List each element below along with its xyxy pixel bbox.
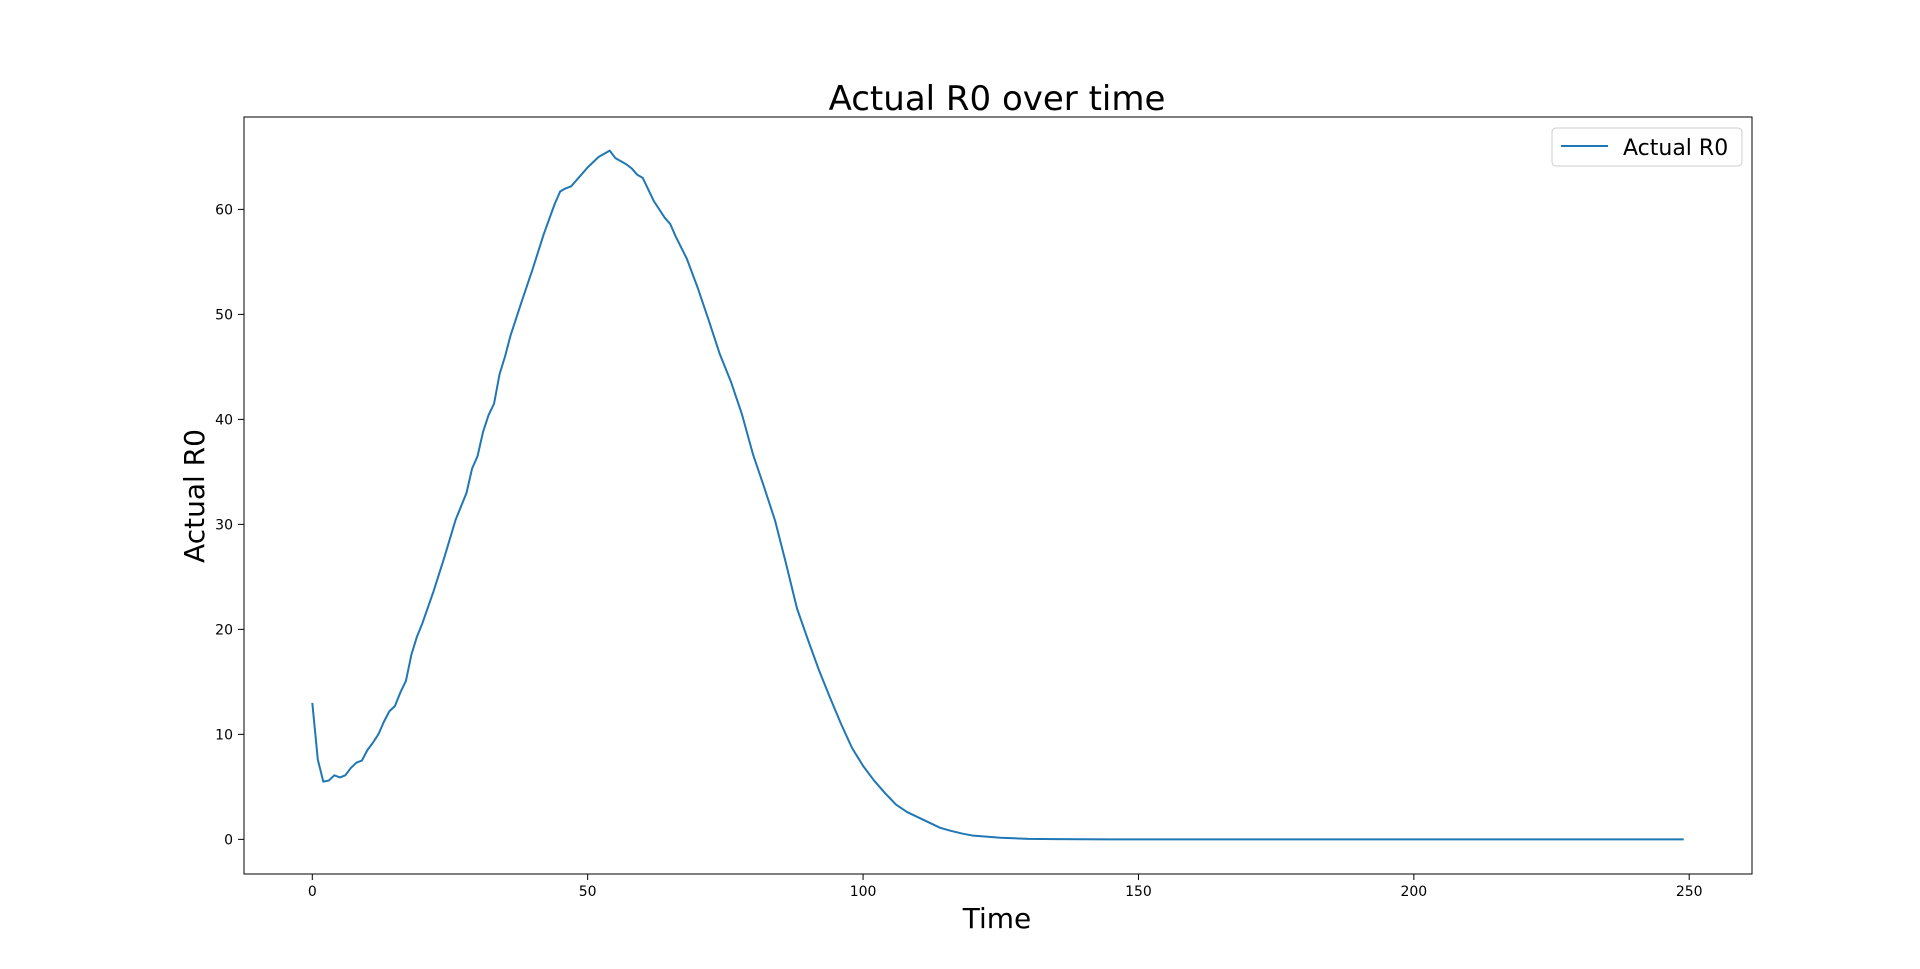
chart-title: Actual R0 over time: [829, 79, 1166, 119]
y-axis: 0 10 20 30 40 50 60: [215, 202, 244, 848]
y-tick-label: 10: [215, 727, 233, 743]
legend-box: [1551, 127, 1743, 167]
x-tick-label: 50: [579, 884, 597, 900]
x-axis-label: Time: [962, 902, 1032, 935]
legend-label: Actual R0: [1623, 136, 1728, 161]
x-tick-label: 200: [1400, 884, 1427, 900]
y-tick-label: 20: [215, 622, 233, 638]
x-tick-label: 0: [308, 884, 317, 900]
legend: Actual R0: [1551, 127, 1743, 167]
x-tick-label: 100: [850, 884, 877, 900]
x-axis: 0 50 100 150 200 250: [308, 874, 1703, 900]
x-tick-label: 150: [1125, 884, 1152, 900]
y-tick-label: 60: [215, 202, 233, 218]
y-axis-label: Actual R0: [178, 429, 211, 563]
plot-area: 0 50 100 150 200 250 0 10 20 30 40 50 60: [215, 116, 1753, 900]
y-tick-label: 50: [215, 307, 233, 323]
series-layer: [311, 149, 1684, 841]
x-tick-label: 250: [1676, 884, 1703, 900]
y-tick-label: 0: [224, 832, 233, 848]
y-tick-label: 40: [215, 412, 233, 428]
y-tick-label: 30: [215, 517, 233, 533]
plot-frame: [243, 116, 1753, 875]
series-line-actual-r0: [311, 149, 1684, 841]
